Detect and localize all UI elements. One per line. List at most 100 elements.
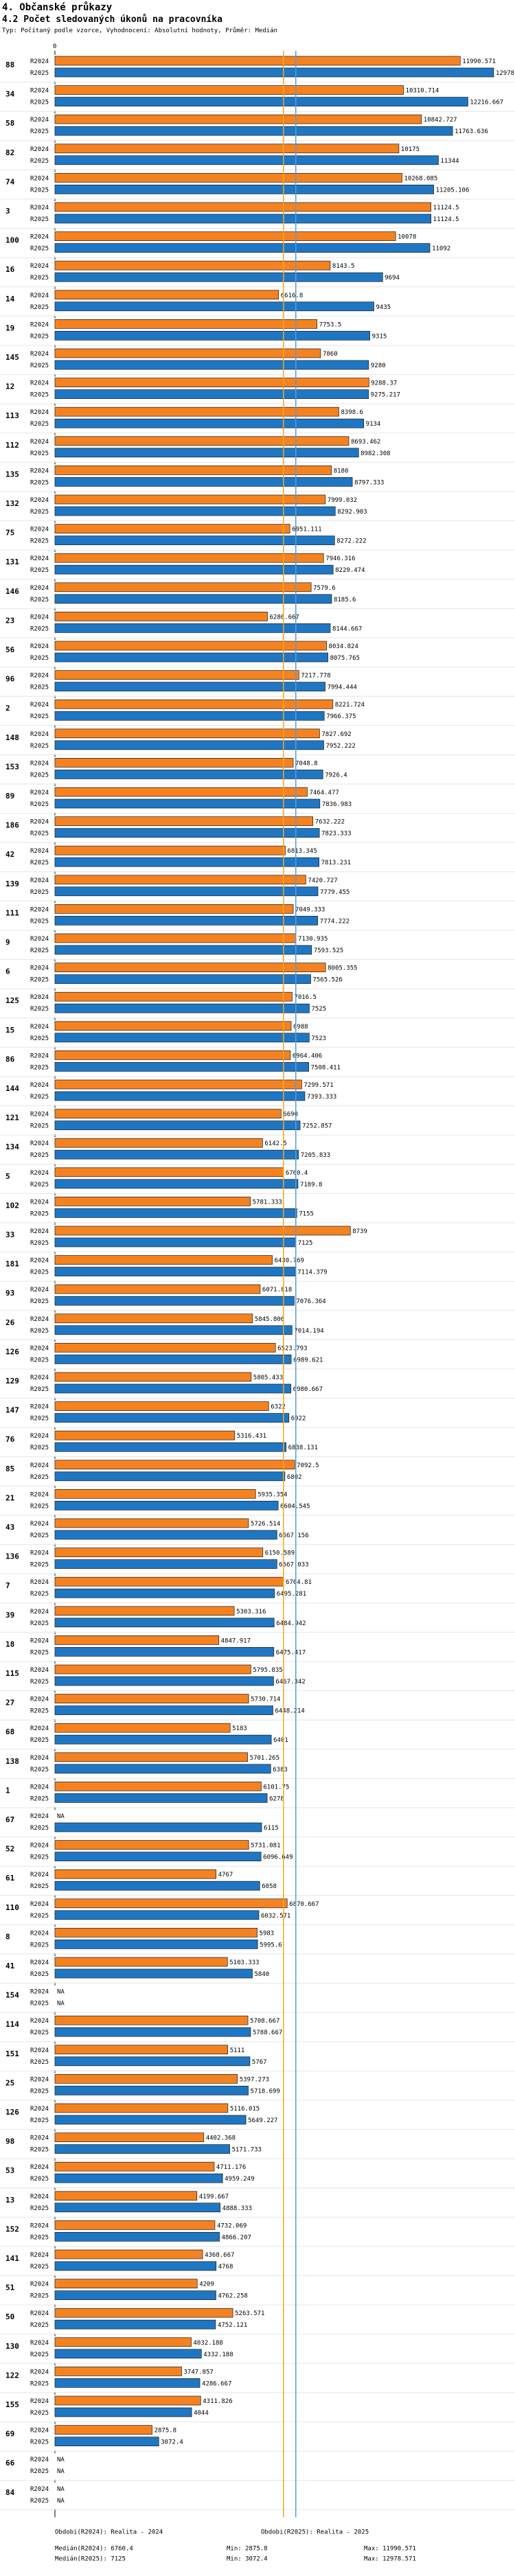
category-label: 102 <box>5 1201 19 1210</box>
value-label: 5995.6 <box>260 1942 282 1948</box>
bar-r2024 <box>54 1255 273 1265</box>
bar-r2025 <box>54 2378 201 2388</box>
series-label: R2025 <box>30 977 49 984</box>
category-label: 98 <box>5 2137 14 2146</box>
bar-r2025 <box>54 2056 251 2067</box>
series-label: R2024 <box>30 1199 49 1206</box>
series-label: R2024 <box>30 321 49 328</box>
category-label: 12 <box>5 382 14 391</box>
bar-r2024 <box>54 2337 192 2347</box>
category-label: 52 <box>5 1845 14 1854</box>
series-label: R2025 <box>30 2293 49 2300</box>
value-label: 9435 <box>376 304 391 311</box>
series-label: R2025 <box>30 392 49 399</box>
category-label: 34 <box>5 90 15 99</box>
category-label: 155 <box>5 2400 19 2409</box>
value-label: 7130.935 <box>298 936 328 943</box>
value-label: 8229.474 <box>335 567 365 574</box>
bar-r2024 <box>54 2132 205 2142</box>
bar-r2025 <box>54 945 312 955</box>
bar-r2025 <box>54 2086 249 2095</box>
value-label: 10078 <box>398 234 416 241</box>
series-label: R2025 <box>30 743 49 750</box>
value-label: 7205.833 <box>301 1152 330 1159</box>
value-label: 10310.714 <box>406 88 439 95</box>
series-label: R2024 <box>30 146 49 153</box>
value-label: 6286.667 <box>269 614 299 621</box>
series-label: R2024 <box>30 175 49 182</box>
value-label: 10175 <box>401 146 420 153</box>
value-label: 5730.714 <box>251 1697 280 1703</box>
series-label: R2024 <box>30 1228 49 1235</box>
category-label: 6 <box>5 967 10 976</box>
value-label: 6096.649 <box>263 1854 293 1861</box>
series-label: R2024 <box>30 1579 49 1586</box>
series-label: R2024 <box>30 2252 49 2259</box>
value-label: 7827.692 <box>321 731 351 738</box>
bar-r2024 <box>54 378 369 387</box>
bar-r2024 <box>54 231 396 241</box>
series-label: R2024 <box>30 468 49 474</box>
bar-r2024 <box>54 2249 203 2259</box>
category-label: 154 <box>5 1991 19 2000</box>
bar-r2024 <box>54 290 279 300</box>
bar-r2024 <box>54 1343 276 1353</box>
series-label: R2025 <box>30 1240 49 1247</box>
value-label: 11344 <box>440 158 459 165</box>
value-label: 5116.015 <box>230 2106 260 2113</box>
value-label: 11092 <box>432 246 450 253</box>
chart-description: Typ: Počítaný podle vzorce, Vyhodnocení:… <box>2 27 277 34</box>
series-label: R2025 <box>30 2498 49 2505</box>
value-label: 4768 <box>218 2264 233 2270</box>
bar-r2025 <box>54 2261 217 2271</box>
series-label: R2025 <box>30 2410 49 2417</box>
value-label: 6764.81 <box>286 1579 312 1586</box>
series-label: R2024 <box>30 1784 49 1791</box>
value-label: 11124.5 <box>433 205 459 211</box>
value-label: 5103.333 <box>229 1959 259 1966</box>
bar-r2025 <box>54 155 439 165</box>
series-label: R2024 <box>30 760 49 767</box>
series-label: R2024 <box>30 585 49 592</box>
value-label: 5840 <box>255 1971 270 1978</box>
bar-r2024 <box>54 56 461 66</box>
series-label: R2025 <box>30 216 49 223</box>
category-label: 125 <box>5 996 19 1005</box>
bar-r2025 <box>54 1091 306 1101</box>
value-label: 3747.857 <box>184 2369 214 2376</box>
category-label: 1 <box>5 1786 10 1795</box>
bar-r2025 <box>54 1793 268 1803</box>
value-label: 8005.355 <box>328 965 357 972</box>
bar-r2024 <box>54 670 299 680</box>
series-label: R2025 <box>30 1474 49 1481</box>
value-label: 6813.345 <box>287 848 317 855</box>
value-label: 7946.316 <box>325 555 355 562</box>
series-label: R2025 <box>30 1825 49 1832</box>
series-label: R2025 <box>30 1445 49 1451</box>
value-label: 8075.765 <box>330 655 360 662</box>
bar-r2024 <box>54 1313 253 1324</box>
bar-r2024 <box>54 845 286 855</box>
series-label: R2025 <box>30 1006 49 1013</box>
series-label: R2025 <box>30 2264 49 2270</box>
bar-r2025 <box>54 2407 192 2417</box>
value-label: 11990.571 <box>462 58 496 65</box>
value-label: 6032.571 <box>261 1913 290 1920</box>
series-label: R2024 <box>30 1901 49 1908</box>
value-label: 10842.727 <box>424 117 457 124</box>
value-label: 5781.333 <box>253 1199 282 1206</box>
series-label: R2025 <box>30 1767 49 1773</box>
bar-r2025 <box>54 2290 216 2300</box>
series-label: R2024 <box>30 439 49 446</box>
bar-r2024 <box>54 260 331 271</box>
value-label: 5731.081 <box>251 1843 280 1850</box>
category-label: 148 <box>5 733 19 742</box>
bar-r2025 <box>54 1442 286 1452</box>
value-label: 7525 <box>311 1006 326 1013</box>
category-label: 115 <box>5 1669 19 1678</box>
value-label: 7565.526 <box>312 977 342 984</box>
value-label: 4767 <box>218 1872 233 1878</box>
bar-r2024 <box>54 2395 201 2406</box>
bar-r2024 <box>54 1226 351 1236</box>
bar-r2025 <box>54 2349 202 2359</box>
